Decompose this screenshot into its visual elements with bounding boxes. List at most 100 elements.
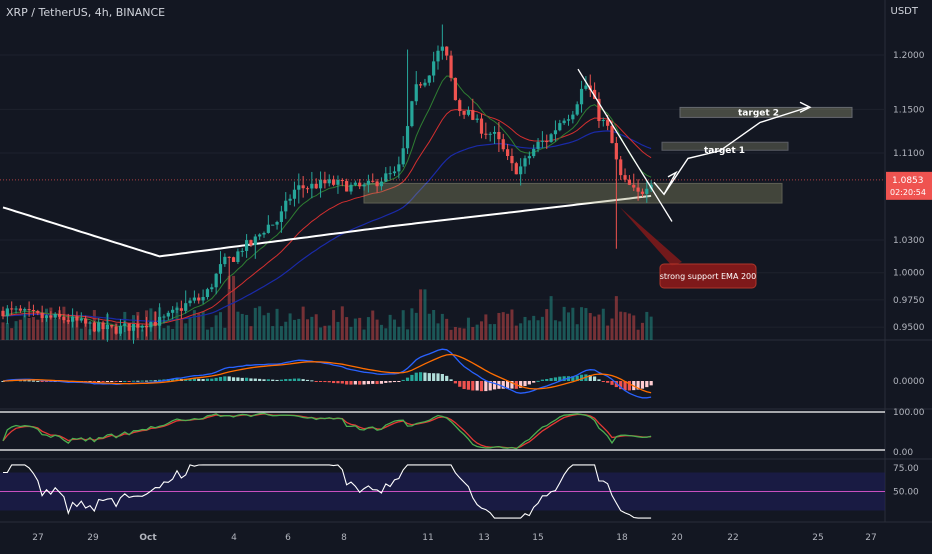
volume-bar (371, 310, 375, 340)
macd-histogram-bar (236, 377, 240, 381)
volume-bar (31, 317, 35, 340)
volume-bar (223, 327, 227, 340)
macd-histogram-bar (466, 381, 471, 390)
macd-histogram-bar (453, 381, 457, 384)
candle-body (545, 140, 549, 143)
macd-histogram-bar (105, 381, 109, 382)
candle-body (379, 181, 384, 187)
macd-histogram-bar (323, 381, 327, 383)
candle-body (640, 191, 645, 194)
macd-histogram-bar (558, 376, 562, 381)
volume-bar (227, 275, 231, 340)
volume-bar (449, 329, 453, 340)
volume-bar (171, 328, 175, 340)
candle-body (210, 287, 214, 290)
macd-histogram-bar (353, 381, 357, 385)
macd-histogram-bar (336, 381, 340, 384)
macd-histogram-bar (245, 377, 249, 381)
candle-body (601, 120, 605, 122)
time-tick-label: 27 (865, 533, 876, 543)
volume-bar (253, 307, 257, 340)
candle-body (636, 187, 640, 192)
macd-histogram-bar (593, 376, 597, 381)
volume-bar (388, 314, 392, 340)
volume-bar (306, 319, 309, 340)
candle-body (49, 315, 53, 318)
candle-body (532, 148, 536, 157)
volume-bar (540, 316, 544, 340)
macd-histogram-bar (405, 377, 410, 381)
signal-line (2, 353, 652, 394)
macd-line (2, 348, 652, 399)
macd-histogram-bar (258, 378, 262, 381)
candle-body (484, 133, 488, 135)
candle-body (249, 240, 253, 245)
candle-body (553, 130, 558, 135)
candle-body (423, 82, 427, 86)
candle-body (497, 131, 501, 140)
volume-bar (84, 323, 88, 340)
candle-body (258, 234, 262, 237)
time-tick-label: 4 (231, 533, 237, 543)
candle-body (88, 322, 92, 324)
candle-body (214, 273, 218, 288)
macd-histogram-bar (649, 381, 653, 386)
macd-histogram-bar (44, 381, 49, 382)
volume-bar (18, 319, 22, 340)
candle-body (218, 264, 223, 274)
symbol-title: XRP / TetherUS, 4h, BINANCE (6, 6, 166, 19)
price-tick-label: 1.1500 (893, 105, 925, 115)
volume-bar (349, 326, 353, 340)
callout-pointer (620, 207, 682, 266)
currency-label: USDT (890, 6, 918, 17)
volume-bar (401, 310, 405, 340)
macd-histogram-bar (379, 381, 384, 384)
candle-body (223, 256, 227, 265)
volume-bar (497, 312, 501, 340)
macd-histogram-bar (227, 376, 231, 381)
volume-bar (610, 318, 614, 340)
time-tick-label: 27 (32, 533, 43, 543)
candle-body (527, 156, 531, 159)
macd-histogram-bar (240, 377, 244, 381)
macd-histogram-bar (136, 380, 140, 382)
volume-bar (545, 309, 549, 340)
candle-body (340, 179, 344, 182)
macd-histogram-bar (114, 381, 118, 382)
macd-histogram-bar (532, 381, 536, 383)
candle-body (593, 89, 597, 99)
macd-histogram-bar (340, 381, 344, 384)
volume-bar (393, 319, 396, 340)
candle-body (571, 114, 575, 120)
volume-bar (1, 322, 5, 340)
macd-histogram-bar (314, 381, 318, 382)
macd-histogram-bar (349, 381, 353, 385)
volume-bar (553, 320, 557, 340)
macd-histogram-bar (536, 380, 540, 382)
price-tick-label: 1.0300 (893, 236, 925, 246)
macd-histogram-bar (231, 377, 236, 381)
volume-bar (36, 319, 40, 340)
candle-body (471, 110, 475, 120)
candle-body (57, 313, 62, 317)
macd-histogram-bar (549, 378, 553, 381)
macd-histogram-bar (249, 378, 253, 381)
volume-bar (575, 324, 579, 340)
projection-zigzag (653, 170, 678, 196)
candle-body (297, 185, 301, 190)
macd-histogram-bar (449, 379, 453, 381)
macd-histogram-bar (562, 376, 566, 381)
volume-bar (140, 329, 144, 340)
macd-histogram-bar (397, 381, 401, 382)
volume-bar (358, 317, 362, 340)
macd-histogram-bar (127, 381, 131, 382)
macd-histogram-bar (275, 379, 279, 381)
candle-body (606, 120, 610, 126)
candle-body (645, 188, 649, 194)
volume-bar (275, 308, 279, 340)
volume-bar (14, 321, 18, 340)
macd-histogram-bar (545, 379, 549, 381)
volume-bar (75, 315, 79, 340)
